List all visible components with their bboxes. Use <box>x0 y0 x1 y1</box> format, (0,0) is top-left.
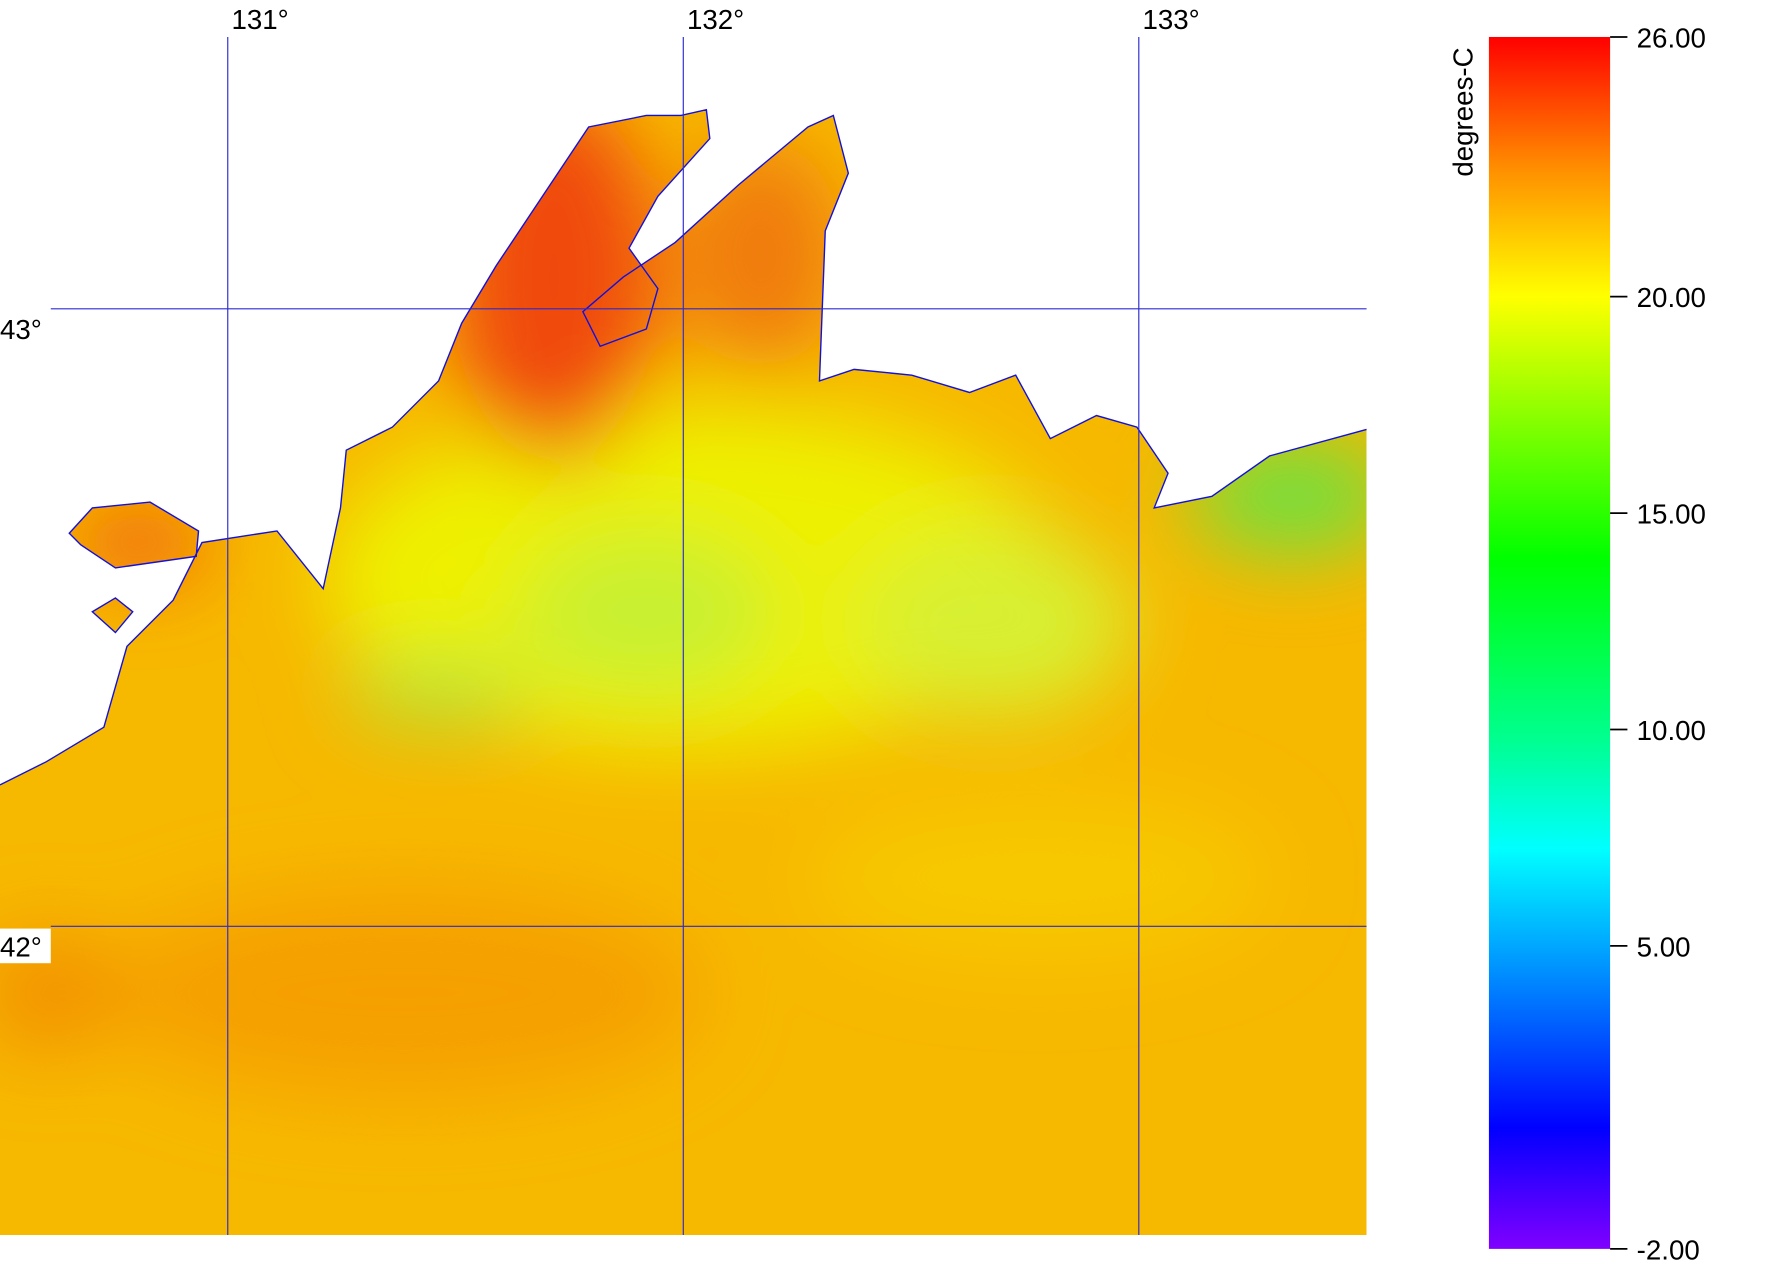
graticule: 131° 132° 133° 43° 42° <box>0 4 1367 1236</box>
longitude-label: 131° <box>231 4 288 35</box>
latitude-label: 42° <box>0 931 42 962</box>
colorbar <box>1488 36 1611 1249</box>
colorbar-tick-label: 10.00 <box>1637 715 1706 746</box>
longitude-label: 133° <box>1142 4 1199 35</box>
colorbar-label: degrees-C <box>1448 47 1479 176</box>
longitude-label: 132° <box>687 4 744 35</box>
latitude-label: 43° <box>0 314 42 345</box>
colorbar-tick-label: 20.00 <box>1637 282 1706 313</box>
colorbar-tick-label: 5.00 <box>1637 931 1691 962</box>
colorbar-ticks: 26.00 20.00 15.00 10.00 5.00 -2.00 <box>1610 22 1706 1265</box>
colorbar-tick-label: 15.00 <box>1637 498 1706 529</box>
colorbar-tick-label: 26.00 <box>1637 22 1706 53</box>
latitude-label-bg <box>0 311 51 346</box>
colorbar-tick-label: -2.00 <box>1637 1234 1700 1265</box>
sst-field <box>0 109 1367 1236</box>
latitude-label-bg <box>0 928 51 964</box>
